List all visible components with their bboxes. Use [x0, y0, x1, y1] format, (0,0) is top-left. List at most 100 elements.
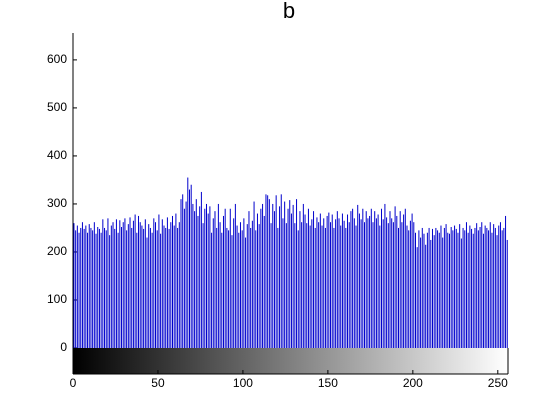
bar [499, 222, 501, 348]
y-tick-label: 200 [47, 244, 67, 258]
bar [212, 218, 214, 348]
bar [411, 213, 413, 348]
bar [83, 228, 85, 348]
bar [246, 224, 248, 348]
bar [348, 222, 350, 348]
bar [477, 230, 479, 348]
bar [183, 208, 185, 348]
bar [180, 199, 182, 348]
bar [200, 191, 202, 348]
bar [192, 203, 194, 348]
bar [330, 222, 332, 348]
bar [486, 227, 488, 348]
bar [292, 204, 294, 348]
bar [437, 230, 439, 348]
y-tick-label: 100 [47, 292, 67, 306]
bar [474, 227, 476, 348]
bar [172, 215, 174, 348]
x-tick-label: 0 [70, 376, 77, 390]
bar [239, 222, 241, 348]
bar [498, 225, 500, 348]
bar [168, 228, 170, 348]
bar [95, 233, 97, 348]
bar [285, 223, 287, 348]
bar [85, 225, 87, 348]
bar [165, 227, 167, 348]
bar [323, 218, 325, 348]
bar [217, 203, 219, 348]
bar [450, 226, 452, 348]
bar [408, 230, 410, 348]
bar [493, 224, 495, 348]
bar [234, 203, 236, 348]
bar [491, 232, 493, 348]
bar [505, 215, 507, 348]
bar [398, 227, 400, 348]
bar [260, 208, 262, 348]
bar [435, 227, 437, 348]
bar [112, 222, 114, 348]
bar [452, 230, 454, 348]
bar [211, 232, 213, 348]
bar [406, 225, 408, 348]
bar [245, 237, 247, 348]
bar [352, 208, 354, 348]
bar [311, 219, 313, 348]
bar [175, 213, 177, 348]
bar [403, 214, 405, 348]
bar [115, 219, 117, 348]
bar [340, 225, 342, 348]
x-tick-label: 50 [151, 376, 165, 390]
bar [282, 218, 284, 348]
bar [382, 219, 384, 348]
bar [316, 217, 318, 348]
bar [146, 237, 148, 348]
bar [489, 222, 491, 348]
bar [440, 225, 442, 348]
bar [178, 222, 180, 348]
bar [263, 215, 265, 348]
bar [204, 208, 206, 348]
bar [379, 225, 381, 348]
bar [160, 233, 162, 348]
bar [216, 227, 218, 348]
bar [290, 213, 292, 348]
bar [188, 189, 190, 348]
bar [392, 222, 394, 348]
bar [306, 223, 308, 348]
bar [182, 194, 184, 348]
bar [97, 226, 99, 348]
bar [233, 218, 235, 348]
bar [465, 222, 467, 348]
x-tick-label: 200 [403, 376, 423, 390]
bar [421, 227, 423, 348]
bar [104, 227, 106, 348]
bar [472, 233, 474, 348]
bar [287, 208, 289, 348]
bar [265, 194, 267, 348]
bar [428, 227, 430, 348]
bar [302, 203, 304, 348]
bar [243, 218, 245, 348]
bar [272, 203, 274, 348]
bar [100, 232, 102, 348]
bar [370, 208, 372, 348]
bar [335, 219, 337, 348]
bar [299, 211, 301, 348]
bar [377, 214, 379, 348]
bar [185, 201, 187, 348]
bar [347, 214, 349, 348]
bar [289, 200, 291, 348]
x-tick-label: 150 [318, 376, 338, 390]
bar [460, 238, 462, 348]
bar [445, 224, 447, 348]
bar [409, 220, 411, 348]
bar [98, 228, 100, 348]
bar [76, 225, 78, 348]
bar [394, 206, 396, 348]
bar [109, 235, 111, 348]
bar [156, 230, 158, 348]
y-tick-label: 500 [47, 100, 67, 114]
x-tick-label: 250 [488, 376, 508, 390]
